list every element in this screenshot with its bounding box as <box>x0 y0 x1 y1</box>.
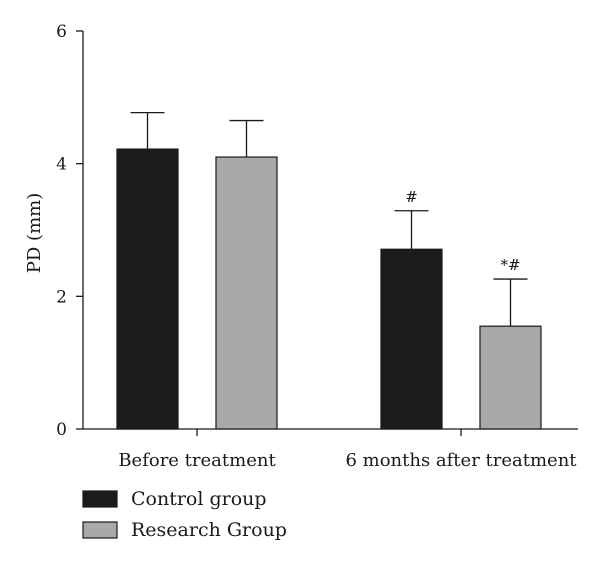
y-tick-label: 6 <box>56 22 67 42</box>
significance-marker: # <box>405 188 418 206</box>
x-axis: Before treatment 6 months after treatment <box>83 428 578 471</box>
legend-label: Research Group <box>131 519 287 541</box>
legend: Control group Research Group <box>82 488 287 541</box>
legend-swatch <box>82 521 118 539</box>
significance-marker: *# <box>500 256 520 274</box>
bar <box>116 148 179 430</box>
bar <box>380 248 443 430</box>
y-tick-label: 4 <box>56 155 67 175</box>
y-axis-title: PD (mm) <box>24 193 45 273</box>
y-tick-label: 2 <box>56 287 67 307</box>
bar <box>479 325 542 430</box>
x-category-label: Before treatment <box>118 450 276 471</box>
bars <box>116 111 542 430</box>
x-category-label: 6 months after treatment <box>345 450 577 471</box>
annotations: # *# <box>405 188 520 274</box>
legend-swatch <box>82 490 118 508</box>
bar <box>215 156 278 430</box>
y-axis: 0 2 4 6 <box>56 22 84 440</box>
legend-label: Control group <box>131 488 267 510</box>
y-tick-label: 0 <box>56 420 67 440</box>
